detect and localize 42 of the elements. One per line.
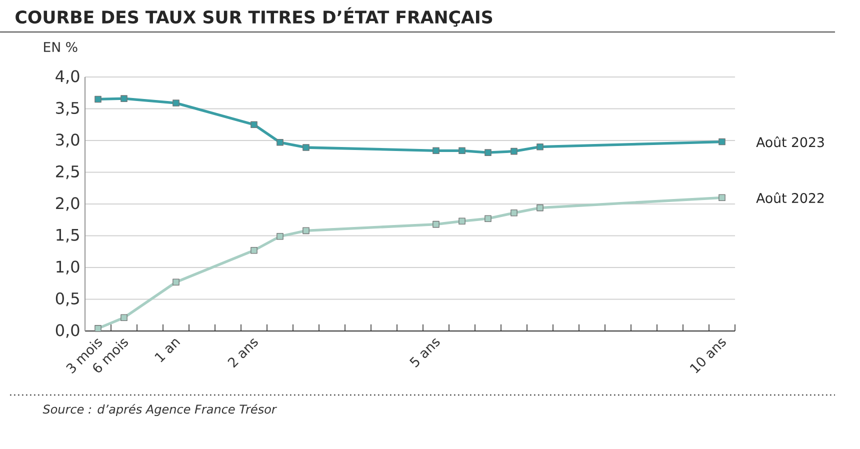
point bbox=[510, 148, 518, 155]
point bbox=[536, 143, 544, 150]
y-tick-label: 1,0 bbox=[56, 260, 80, 274]
source-note: Source : d’aprés Agence France Trésor bbox=[42, 404, 278, 416]
point bbox=[120, 95, 128, 102]
point bbox=[120, 314, 128, 322]
y-tick-label: 2,5 bbox=[56, 165, 79, 180]
x-tick-label: 2 ans bbox=[228, 338, 258, 368]
point bbox=[172, 100, 180, 106]
point bbox=[94, 96, 102, 103]
point bbox=[536, 204, 544, 212]
point bbox=[302, 144, 310, 151]
y-tick-label: 3,5 bbox=[56, 102, 79, 116]
x-tick-label: 1 an bbox=[154, 339, 180, 362]
y-tick-label: 2,0 bbox=[56, 197, 80, 211]
point bbox=[458, 147, 466, 154]
y-axis-title: EN % bbox=[44, 42, 78, 52]
y-tick-label: 3,0 bbox=[56, 134, 80, 148]
point bbox=[718, 138, 726, 146]
point bbox=[510, 209, 518, 216]
point bbox=[484, 149, 492, 156]
point bbox=[432, 220, 440, 228]
chart-title: COURBE DES TAUX SUR TITRES D’ÉTAT FRANÇAIS bbox=[16, 7, 492, 27]
y-tick-label: 4,0 bbox=[56, 70, 80, 84]
point bbox=[276, 232, 284, 240]
y-tick-label: 0,0 bbox=[56, 324, 80, 338]
point bbox=[302, 227, 310, 234]
point bbox=[250, 121, 258, 128]
y-tick-label: 1,5 bbox=[56, 228, 79, 243]
text: Août 2022 bbox=[756, 192, 824, 204]
point bbox=[718, 194, 726, 202]
text: Août 2023 bbox=[756, 136, 824, 148]
point bbox=[250, 246, 258, 254]
point bbox=[432, 147, 440, 154]
point bbox=[484, 215, 492, 222]
point bbox=[276, 139, 284, 146]
x-tick-label: 5 ans bbox=[409, 338, 440, 368]
point bbox=[458, 218, 466, 225]
y-tick-label: 0,5 bbox=[56, 292, 79, 306]
x-tick-label: 10 ans bbox=[690, 338, 726, 374]
point bbox=[94, 325, 102, 332]
point bbox=[172, 278, 180, 286]
